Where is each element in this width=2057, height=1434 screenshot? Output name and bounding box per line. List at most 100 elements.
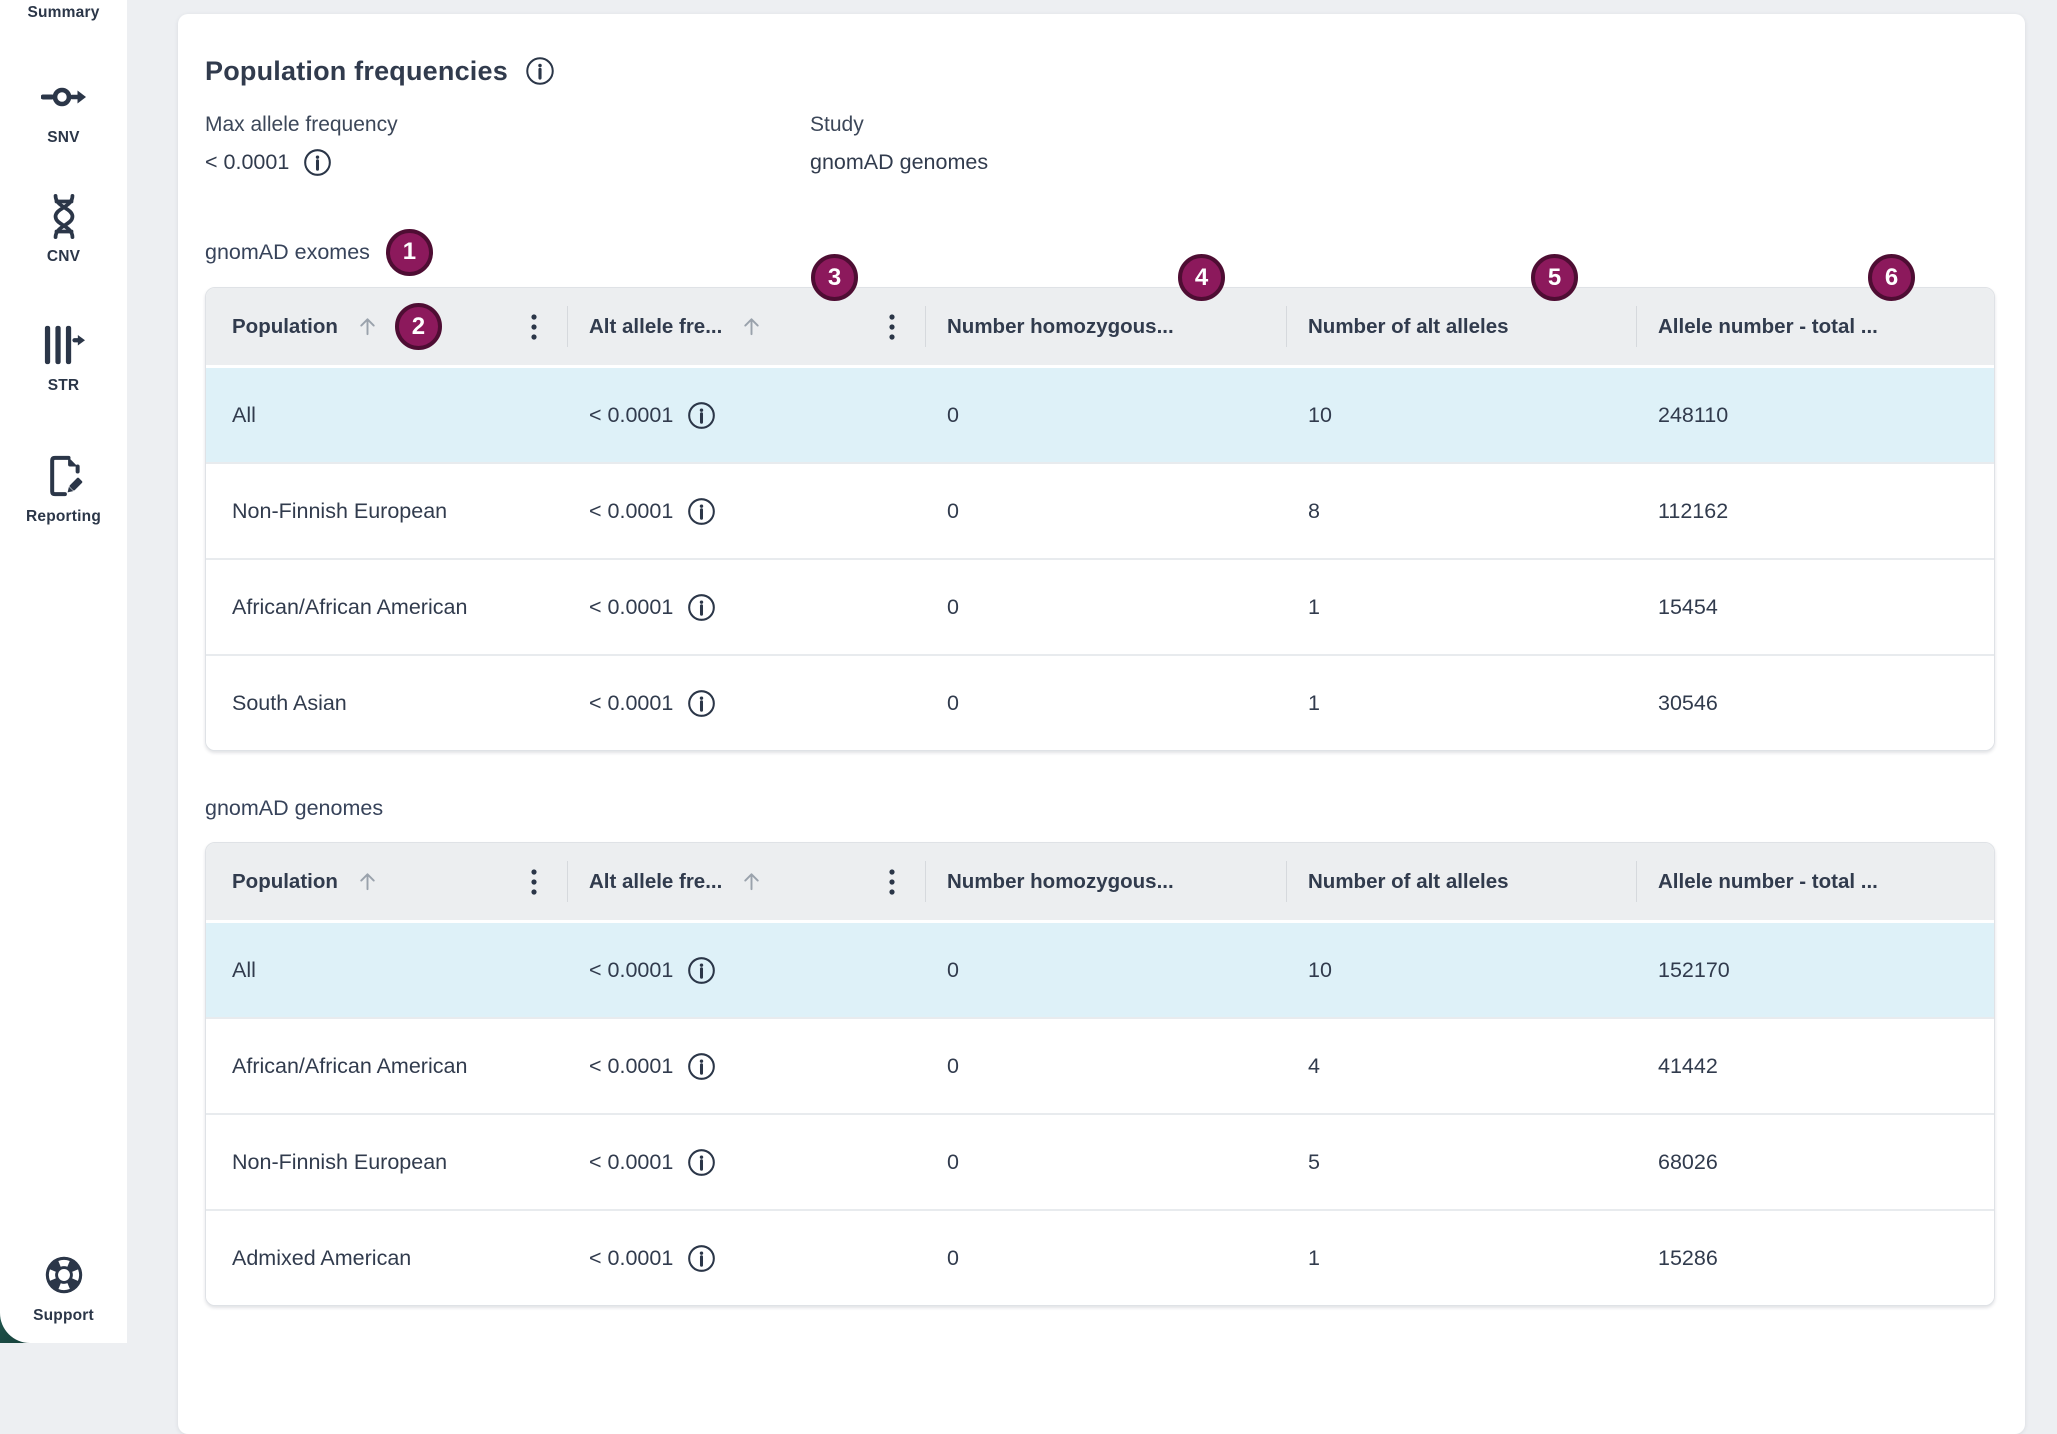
column-menu-icon[interactable] (889, 868, 895, 895)
cell-alt-allele-frequency: < 0.0001 (567, 923, 925, 1017)
info-icon[interactable] (687, 1244, 716, 1273)
cell-number-homozygous: 0 (925, 656, 1286, 750)
cell-value: 30546 (1658, 690, 1718, 715)
sort-ascending-icon[interactable] (356, 315, 379, 338)
cell-allele-number-total: 152170 (1636, 923, 1992, 1017)
reporting-icon (44, 453, 84, 499)
table-row-african-african-american[interactable]: African/African American < 0.0001 0 4 41442 (206, 1017, 1994, 1113)
column-menu-icon[interactable] (531, 868, 537, 895)
info-icon[interactable] (687, 956, 716, 985)
cell-number-homozygous: 0 (925, 368, 1286, 462)
column-menu-icon[interactable] (531, 313, 537, 340)
cell-value: 5 (1308, 1149, 1320, 1174)
column-header-label: Number of alt alleles (1308, 314, 1509, 338)
column-header-allele-number-total[interactable]: Allele number - total ... (1636, 843, 1992, 920)
column-header-number-of-alt-alleles[interactable]: Number of alt alleles (1286, 288, 1636, 365)
cell-value: < 0.0001 (589, 1053, 674, 1078)
table-row-african-african-american[interactable]: African/African American < 0.0001 0 1 15454 (206, 558, 1994, 654)
sidebar-item-label: CNV (46, 248, 81, 265)
cell-number-homozygous: 0 (925, 560, 1286, 654)
cell-value: 0 (947, 1245, 959, 1270)
cell-value: 15454 (1658, 594, 1718, 619)
cell-alt-allele-frequency: < 0.0001 (567, 1115, 925, 1209)
cell-allele-number-total: 30546 (1636, 656, 1992, 750)
sidebar-item-snv[interactable]: SNV (40, 74, 87, 147)
column-header-label: Number of alt alleles (1308, 869, 1509, 893)
column-header-allele-number-total[interactable]: Allele number - total ... (1636, 288, 1992, 365)
sidebar-item-str[interactable]: STR (42, 322, 86, 395)
field-value: < 0.0001 (205, 149, 290, 174)
annotation-badge-2: 2 (394, 303, 442, 350)
sidebar-item-label: Support (33, 1307, 94, 1324)
cell-number-homozygous: 0 (925, 1019, 1286, 1113)
cell-population: Non-Finnish European (206, 464, 567, 558)
column-header-number-homozygous[interactable]: Number homozygous... (925, 843, 1286, 920)
cnv-icon (45, 193, 83, 239)
info-icon[interactable] (303, 148, 332, 177)
column-header-label: Allele number - total ... (1658, 869, 1878, 893)
gnomad-exomes-table: Population 2 Alt allele fre... Number homoz… (205, 254, 1995, 751)
cell-allele-number-total: 41442 (1636, 1019, 1992, 1113)
table-row-non-finnish-european[interactable]: Non-Finnish European < 0.0001 0 5 68026 (206, 1113, 1994, 1209)
cell-value: 0 (947, 594, 959, 619)
column-header-label: Alt allele fre... (589, 314, 723, 338)
cell-value: 0 (947, 690, 959, 715)
cell-population: African/African American (206, 1019, 567, 1113)
column-header-population[interactable]: Population 2 (206, 288, 567, 365)
annotation-badge-3: 3 (811, 254, 858, 301)
column-header-alt-allele-fre[interactable]: Alt allele fre... (567, 843, 925, 920)
table-row-non-finnish-european[interactable]: Non-Finnish European < 0.0001 0 8 112162 (206, 462, 1994, 558)
cell-number-homozygous: 0 (925, 1211, 1286, 1305)
info-icon[interactable] (687, 689, 716, 718)
info-icon[interactable] (525, 56, 555, 86)
cell-number-of-alt-alleles: 10 (1286, 368, 1636, 462)
table-row-admixed-american[interactable]: Admixed American < 0.0001 0 1 15286 (206, 1209, 1994, 1305)
table-header-row: Population Alt allele fre... Number homozy… (206, 843, 1994, 923)
cell-value: 10 (1308, 402, 1332, 427)
annotation-badge-4: 4 (1178, 254, 1225, 301)
cell-alt-allele-frequency: < 0.0001 (567, 1211, 925, 1305)
info-icon[interactable] (687, 497, 716, 526)
column-header-alt-allele-fre[interactable]: Alt allele fre... (567, 288, 925, 365)
table-row-all[interactable]: All < 0.0001 0 10 152170 (206, 923, 1994, 1017)
cell-value: < 0.0001 (589, 1149, 674, 1174)
table-row-all[interactable]: All < 0.0001 0 10 248110 (206, 368, 1994, 462)
table-row-south-asian[interactable]: South Asian < 0.0001 0 1 30546 (206, 654, 1994, 750)
info-icon[interactable] (687, 1052, 716, 1081)
cell-value: < 0.0001 (589, 498, 674, 523)
cell-population: Admixed American (206, 1211, 567, 1305)
sort-ascending-icon[interactable] (740, 315, 763, 338)
cell-value: African/African American (232, 594, 468, 619)
max-allele-frequency-field: Max allele frequency < 0.0001 (205, 112, 810, 178)
cell-alt-allele-frequency: < 0.0001 (567, 1019, 925, 1113)
sidebar-item-reporting[interactable]: Reporting (26, 453, 101, 526)
cell-value: 1 (1308, 1245, 1320, 1270)
cell-allele-number-total: 68026 (1636, 1115, 1992, 1209)
table-header-row: Population 2 Alt allele fre... Number homoz… (206, 288, 1994, 368)
column-header-number-homozygous[interactable]: Number homozygous... (925, 288, 1286, 365)
cell-value: 41442 (1658, 1053, 1718, 1078)
cell-value: 10 (1308, 957, 1332, 982)
cell-value: 152170 (1658, 957, 1730, 982)
annotation-badge-5: 5 (1531, 254, 1578, 301)
cell-number-of-alt-alleles: 1 (1286, 1211, 1636, 1305)
cell-alt-allele-frequency: < 0.0001 (567, 656, 925, 750)
column-header-population[interactable]: Population (206, 843, 567, 920)
info-icon[interactable] (687, 593, 716, 622)
sort-ascending-icon[interactable] (740, 870, 763, 893)
cell-value: < 0.0001 (589, 594, 674, 619)
column-menu-icon[interactable] (889, 313, 895, 340)
cell-value: 0 (947, 498, 959, 523)
sidebar-item-summary[interactable]: Summary (27, 4, 99, 22)
info-icon[interactable] (687, 401, 716, 430)
cell-population: All (206, 923, 567, 1017)
cell-number-of-alt-alleles: 1 (1286, 656, 1636, 750)
sidebar-item-support[interactable]: Support (33, 1252, 94, 1343)
sort-ascending-icon[interactable] (356, 870, 379, 893)
annotation-badge-1: 1 (385, 228, 433, 276)
cell-alt-allele-frequency: < 0.0001 (567, 464, 925, 558)
sidebar-item-cnv[interactable]: CNV (45, 193, 83, 266)
info-icon[interactable] (687, 1148, 716, 1177)
table-body: All < 0.0001 0 10 248110 Non-Finnish European… (206, 368, 1994, 750)
column-header-number-of-alt-alleles[interactable]: Number of alt alleles (1286, 843, 1636, 920)
